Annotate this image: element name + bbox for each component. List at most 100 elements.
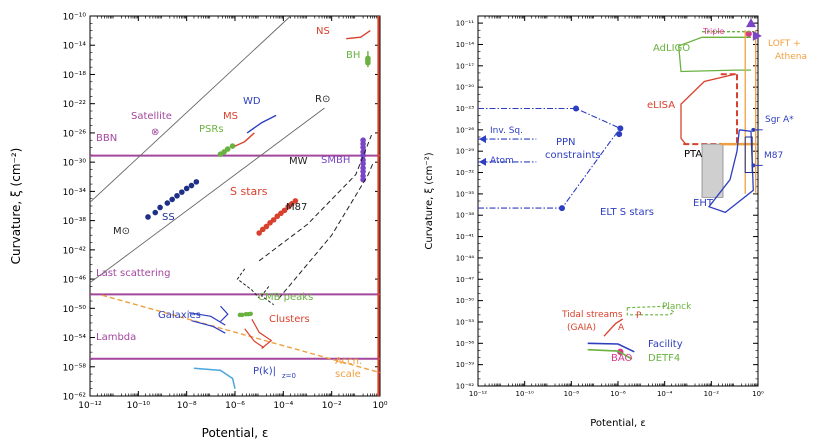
label-triple: Triple xyxy=(702,27,725,36)
series-smbh-point xyxy=(360,173,366,179)
x-tick-label: 10⁻¹² xyxy=(469,390,487,398)
right-x-ticks: 10⁻¹² 10⁻¹⁰ 10⁻⁸ 10⁻⁶ 10⁻⁴ 10⁻² 10⁰ xyxy=(469,16,764,398)
x-tick-label: 10⁰ xyxy=(372,401,387,411)
label-sgr-a: Sgr A* xyxy=(765,115,794,125)
series-ss-point xyxy=(183,185,190,192)
label-eht: EHT xyxy=(693,198,714,209)
left-y-ticks: 10⁻¹⁰ 10⁻¹⁴ 10⁻¹⁸ 10⁻²² 10⁻²⁶ 10⁻³⁰ 10⁻³⁴ 10⁻³⁸… xyxy=(63,13,380,403)
y-tick-label: 10⁻¹⁴ xyxy=(456,41,474,49)
series-m--line xyxy=(89,15,291,203)
satellite-symbol: ⊗ xyxy=(151,127,159,138)
ppn-node-point xyxy=(617,125,624,132)
y-tick-label: 10⁻³² xyxy=(456,169,474,177)
x-tick-label: 10⁻⁶ xyxy=(610,390,626,398)
series-smbh-point xyxy=(360,137,366,144)
target-point xyxy=(751,127,756,132)
x-tick-label: 10⁻¹⁰ xyxy=(127,401,151,411)
label-tidal-streams: Tidal streams xyxy=(561,310,623,320)
y-tick-label: 10⁻²⁶ xyxy=(63,129,87,139)
series-ss-point xyxy=(193,179,200,185)
series-psrs-point xyxy=(224,146,231,152)
region-outline xyxy=(678,36,751,73)
label-pk: P(k)| xyxy=(253,366,276,377)
y-tick-label: 10⁻⁴⁷ xyxy=(456,276,474,284)
series-ss-point xyxy=(174,192,180,199)
right-x-axis-label: Potential, ε xyxy=(590,418,646,429)
y-tick-label: 10⁻¹⁷ xyxy=(456,62,474,70)
right-y-axis-label: Curvature, ξ (cm⁻²) xyxy=(424,152,435,249)
label-clusters: Clusters xyxy=(269,314,310,325)
label-mw: MW xyxy=(289,156,308,167)
region-outline xyxy=(626,305,676,316)
label-pk-sub: z=0 xyxy=(282,372,296,380)
series-ss-point xyxy=(152,209,159,216)
decorative-curve xyxy=(260,286,274,306)
y-tick-label: 10⁻⁶² xyxy=(63,393,87,403)
ppn-node-point xyxy=(616,131,623,138)
series-accn-scale-dashed xyxy=(101,294,381,374)
label-scale: scale xyxy=(335,369,361,380)
left-y-axis-label: Curvature, ξ (cm⁻²) xyxy=(9,148,23,265)
label-a: A xyxy=(618,323,625,333)
label-bh: BH xyxy=(346,50,360,61)
label-elisa: eLISA xyxy=(647,100,675,111)
label-cmb-peaks: CMB peaks xyxy=(258,292,313,303)
series-ss-point xyxy=(145,214,151,220)
series-m87-dashed xyxy=(278,163,374,300)
y-tick-label: 10⁻⁶² xyxy=(456,383,474,391)
cmb-peak-point xyxy=(248,311,253,316)
label-adligo: AdLIGO xyxy=(653,43,690,54)
label-ss: SS xyxy=(162,212,175,223)
series-ss-point xyxy=(169,196,175,203)
y-tick-label: 10⁻⁴² xyxy=(63,246,87,256)
right-plot-content xyxy=(478,18,763,360)
y-tick-label: 10⁻⁴⁴ xyxy=(456,254,474,262)
left-x-ticks: 10⁻¹² 10⁻¹⁰ 10⁻⁸ 10⁻⁶ 10⁻⁴ 10⁻² 10⁰ xyxy=(78,16,388,411)
decorative-curve xyxy=(220,305,229,322)
y-tick-label: 10⁻⁴⁶ xyxy=(63,276,87,286)
y-tick-label: 10⁻³⁴ xyxy=(63,188,87,198)
label-ms: MS xyxy=(223,111,238,122)
left-x-axis-label: Potential, ε xyxy=(202,426,269,440)
y-tick-label: 10⁻⁵⁹ xyxy=(456,361,474,369)
ppn-node-point xyxy=(573,105,579,112)
y-tick-label: 10⁻¹⁰ xyxy=(63,13,87,23)
series-ss-point xyxy=(157,204,163,211)
y-tick-label: 10⁻¹⁴ xyxy=(63,42,87,52)
x-tick-label: 10⁻⁸ xyxy=(564,390,580,398)
series-s-stars-point xyxy=(292,198,299,204)
label-wd: WD xyxy=(243,96,261,107)
x-tick-label: 10⁻² xyxy=(704,390,720,398)
label-pta: PTA xyxy=(684,149,702,160)
series-s-stars-point xyxy=(281,207,288,214)
decorative-curve xyxy=(236,268,260,299)
pta-region xyxy=(701,143,724,198)
triangle-marker xyxy=(752,30,762,41)
region-outline xyxy=(603,318,624,337)
label-ns: NS xyxy=(316,26,330,37)
region-outline xyxy=(587,342,635,353)
label-ppn: PPN xyxy=(556,137,576,148)
y-tick-label: 10⁻⁵⁸ xyxy=(63,363,87,373)
series-ss-point xyxy=(188,182,195,189)
y-tick-label: 10⁻³⁸ xyxy=(456,212,474,220)
right-annotations: Triple AdLIGO LOFT + Athena eLISA Sgr A*… xyxy=(490,27,807,364)
label-gaia: (GAIA) xyxy=(567,323,596,333)
right-panel: 10⁻¹² 10⁻¹⁰ 10⁻⁸ 10⁻⁶ 10⁻⁴ 10⁻² 10⁰ 10⁻¹¹ 10⁻¹⁴… xyxy=(424,15,807,429)
left-arrowhead xyxy=(479,157,486,166)
right-y-ticks: 10⁻¹¹ 10⁻¹⁴ 10⁻¹⁷ 10⁻²⁰ 10⁻²³ 10⁻²⁶ 10⁻²⁹ 10⁻³²… xyxy=(456,15,758,391)
triangle-marker xyxy=(746,18,756,28)
y-tick-label: 10⁻⁵³ xyxy=(456,318,474,326)
y-tick-label: 10⁻³⁸ xyxy=(63,217,87,227)
ppn-node-point xyxy=(559,205,565,212)
decorative-curve xyxy=(191,320,226,334)
label-m87-right: M87 xyxy=(764,151,783,161)
series-s-stars-point xyxy=(263,223,270,230)
label-accn: Accn. xyxy=(335,356,362,367)
y-tick-label: 10⁻²⁰ xyxy=(456,84,474,92)
x-tick-label: 10⁻⁸ xyxy=(177,401,197,411)
region-outline xyxy=(707,129,754,214)
y-tick-label: 10⁻⁵⁴ xyxy=(63,334,87,344)
series-psrs-point xyxy=(229,143,236,149)
